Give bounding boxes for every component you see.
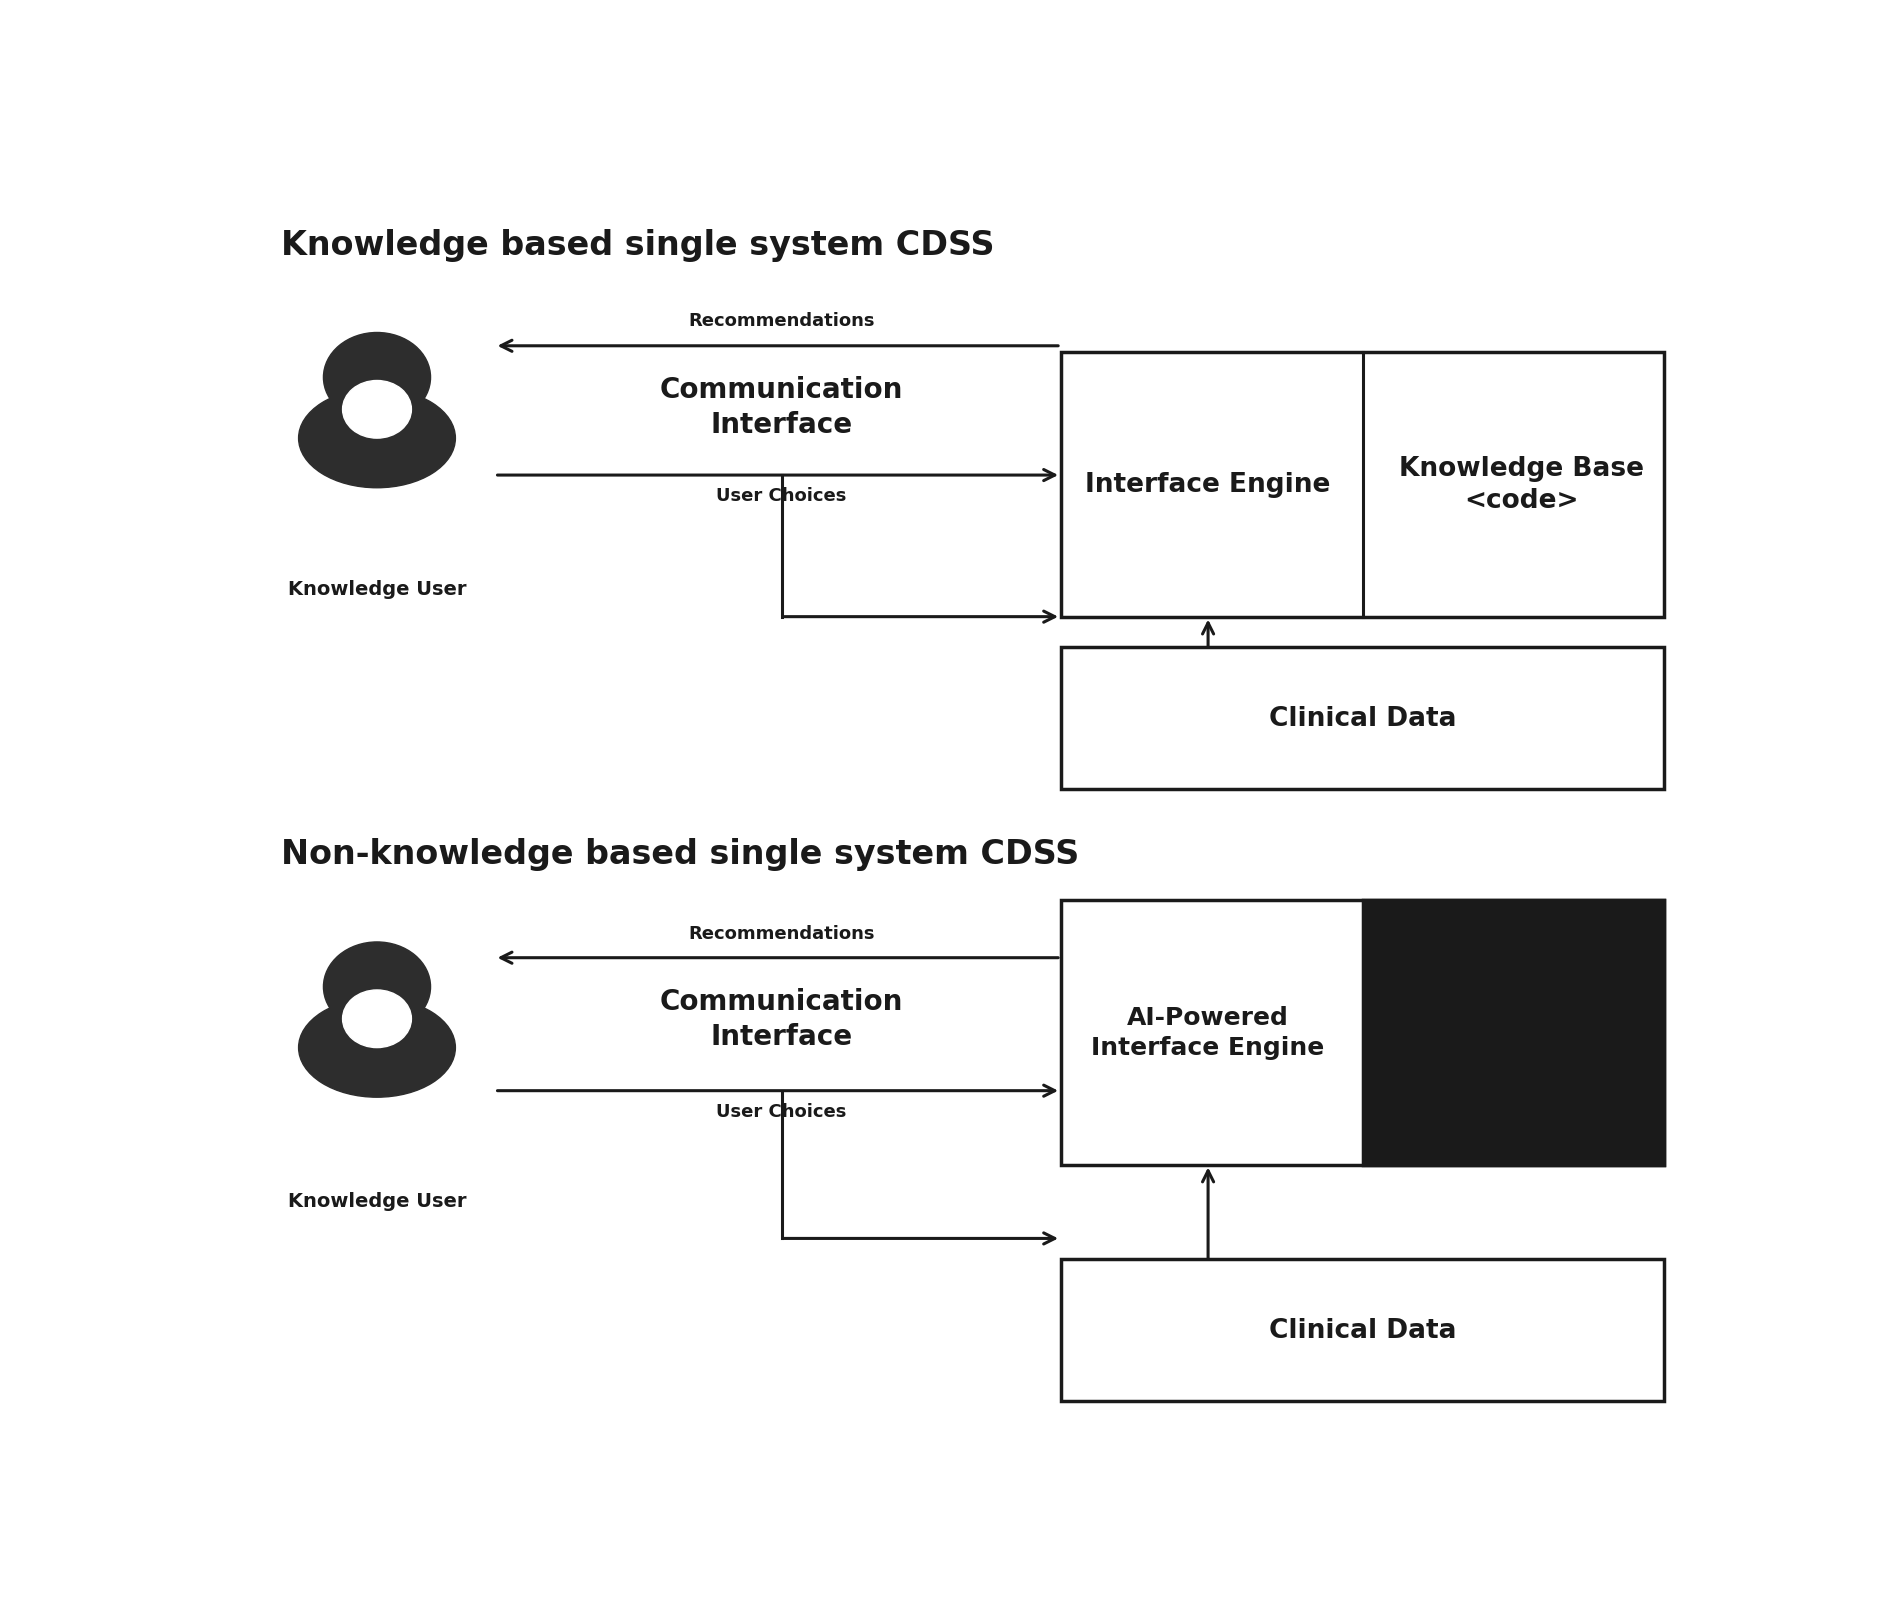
FancyBboxPatch shape: [1061, 648, 1665, 788]
Text: Recommendations: Recommendations: [689, 312, 875, 329]
Text: AI-Powered
Interface Engine: AI-Powered Interface Engine: [1091, 1006, 1325, 1060]
Text: Knowledge based single system CDSS: Knowledge based single system CDSS: [281, 229, 995, 262]
Text: Non-knowledge based single system CDSS: Non-knowledge based single system CDSS: [281, 838, 1080, 871]
Text: Interface Engine: Interface Engine: [1086, 472, 1330, 497]
FancyBboxPatch shape: [1363, 900, 1665, 1164]
Text: Knowledge User: Knowledge User: [288, 1191, 467, 1210]
FancyBboxPatch shape: [1061, 900, 1665, 1164]
Circle shape: [323, 942, 431, 1031]
Text: Knowledge User: Knowledge User: [288, 580, 467, 598]
Text: User Choices: User Choices: [716, 488, 847, 505]
Ellipse shape: [298, 389, 456, 488]
Text: Clinical Data: Clinical Data: [1268, 705, 1456, 732]
Text: Clinical Data: Clinical Data: [1268, 1318, 1456, 1343]
Text: Knowledge Base
<code>: Knowledge Base <code>: [1399, 456, 1644, 513]
Text: User Choices: User Choices: [716, 1103, 847, 1121]
FancyBboxPatch shape: [1061, 1260, 1665, 1401]
Text: Communication
Interface: Communication Interface: [661, 376, 903, 438]
Circle shape: [342, 990, 412, 1047]
Ellipse shape: [298, 998, 456, 1097]
Circle shape: [323, 333, 431, 422]
Circle shape: [342, 381, 412, 438]
Text: Recommendations: Recommendations: [689, 924, 875, 943]
Text: Algorithm
eg. neural
network: Algorithm eg. neural network: [1454, 991, 1589, 1075]
Text: Communication
Interface: Communication Interface: [661, 988, 903, 1051]
FancyBboxPatch shape: [1061, 352, 1665, 617]
